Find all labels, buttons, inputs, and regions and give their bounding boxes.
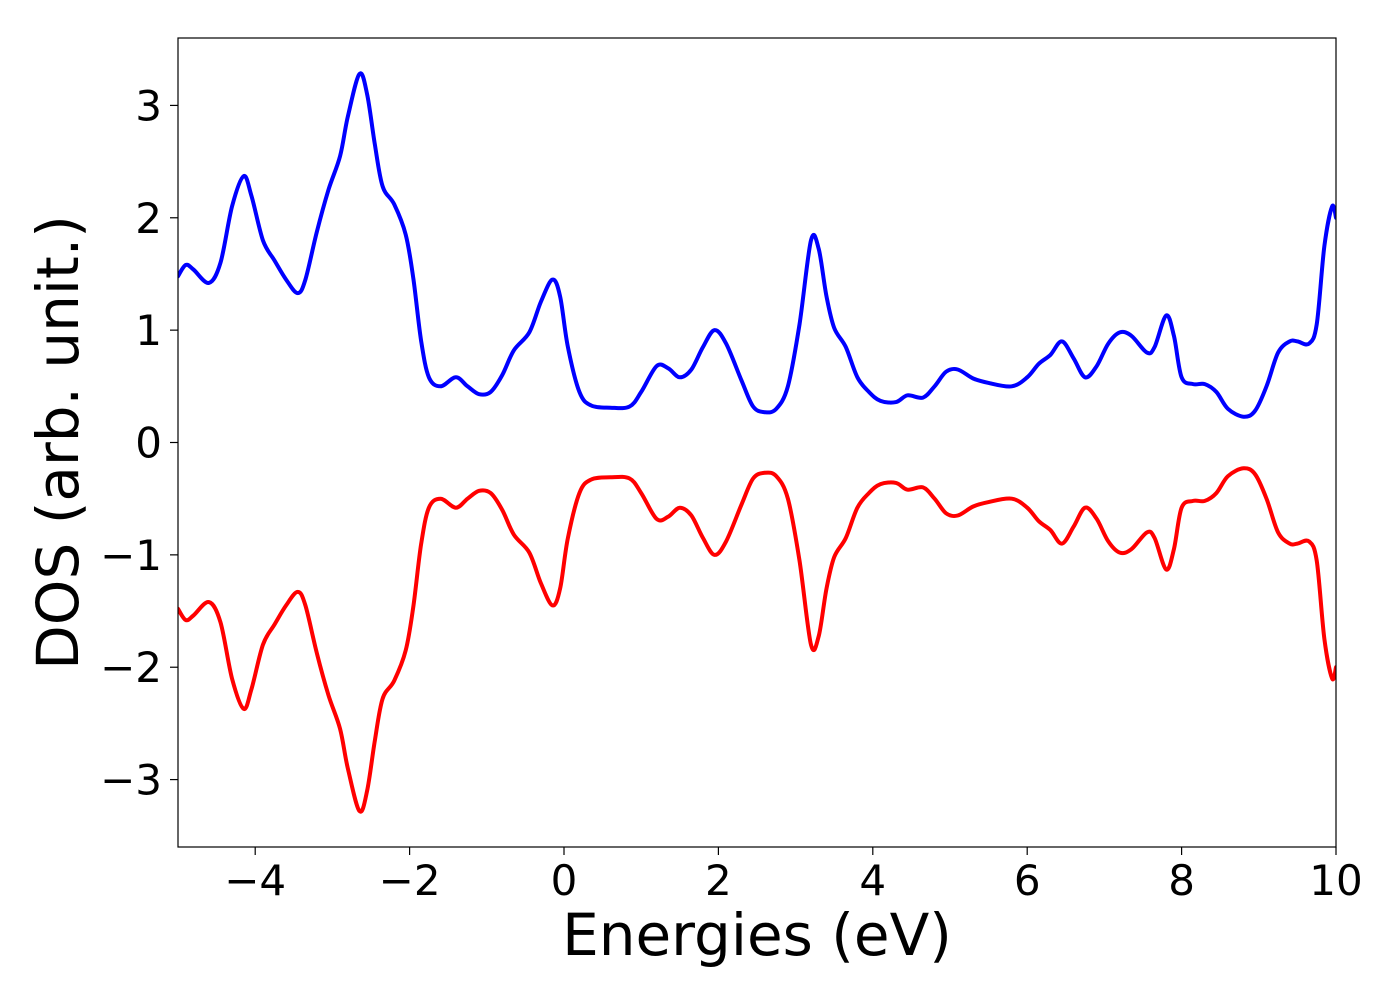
x-axis-title: Energies (eV) bbox=[562, 901, 952, 969]
y-tick-label: 0 bbox=[135, 419, 162, 468]
x-tick-label: 0 bbox=[551, 856, 578, 905]
x-tick-label: 10 bbox=[1309, 856, 1362, 905]
y-tick-label: −3 bbox=[100, 756, 162, 805]
y-tick-label: 2 bbox=[135, 194, 162, 243]
y-axis: 3 2 1 0 −1 −2 −3 bbox=[100, 81, 178, 805]
y-tick-label: −1 bbox=[100, 531, 162, 580]
y-tick-label: −2 bbox=[100, 643, 162, 692]
x-tick-label: 4 bbox=[859, 856, 886, 905]
y-tick-label: 3 bbox=[135, 81, 162, 130]
x-tick-label: 2 bbox=[705, 856, 732, 905]
x-tick-label: −4 bbox=[224, 856, 286, 905]
x-tick-label: 6 bbox=[1014, 856, 1041, 905]
y-axis-title: DOS (arb. unit.) bbox=[24, 215, 92, 670]
series-layer bbox=[178, 71, 1336, 814]
y-tick-label: 1 bbox=[135, 306, 162, 355]
plot-frame bbox=[177, 37, 1337, 848]
x-tick-label: −2 bbox=[379, 856, 441, 905]
x-tick-label: 8 bbox=[1168, 856, 1195, 905]
series-line-positive bbox=[178, 71, 1336, 419]
x-axis: −4 −2 0 2 4 6 8 10 bbox=[224, 847, 1363, 905]
series-line-negative bbox=[178, 466, 1336, 814]
